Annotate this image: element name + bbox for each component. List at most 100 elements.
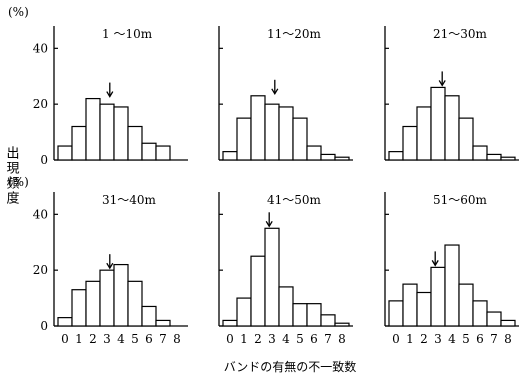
y-tick-label: 40 (33, 41, 48, 55)
mean-arrow-head (438, 80, 446, 87)
x-tick-label: 4 (117, 332, 125, 346)
x-tick-label: 0 (226, 332, 234, 346)
y-tick-label: 0 (40, 153, 48, 167)
bar (486, 311, 502, 327)
x-tick-label: 4 (448, 332, 456, 346)
bar (444, 95, 460, 161)
bar (486, 153, 502, 161)
x-tick-label: 1 (240, 332, 248, 346)
mean-arrow-head (271, 88, 279, 96)
bar (264, 103, 280, 161)
bar (141, 305, 157, 327)
y-unit-top: (%) (8, 5, 29, 19)
bar (416, 106, 432, 161)
bar (141, 142, 157, 161)
x-tick-label: 2 (420, 332, 428, 346)
bar (430, 86, 446, 161)
bar (334, 322, 350, 327)
mean-arrow-head (106, 91, 114, 98)
x-tick-label: 8 (504, 332, 512, 346)
panel-title: 41～50m (267, 193, 322, 207)
bar (236, 117, 252, 161)
mean-arrow-head (106, 262, 114, 270)
bar (472, 300, 488, 327)
bar (402, 283, 418, 327)
x-tick-label: 6 (476, 332, 484, 346)
x-tick-label: 0 (61, 332, 69, 346)
bar (402, 125, 418, 161)
panel-2: 11～20m (218, 26, 353, 161)
panel-title: 1 ～10m (102, 27, 153, 41)
bar (85, 280, 101, 327)
y-tick-label: 20 (33, 263, 48, 277)
x-tick-label: 7 (490, 332, 498, 346)
bar (155, 319, 171, 327)
bar (71, 125, 87, 161)
bar (85, 97, 101, 161)
x-axis-title: バンドの有無の不一致数 (224, 359, 357, 374)
bar (292, 303, 308, 327)
bar (113, 106, 129, 161)
x-tick-label: 7 (324, 332, 332, 346)
bar (444, 244, 460, 327)
x-tick-label: 5 (296, 332, 304, 346)
bar (334, 156, 350, 161)
bar (222, 319, 238, 327)
x-tick-label: 6 (145, 332, 153, 346)
x-tick-label: 5 (131, 332, 139, 346)
bar (500, 156, 516, 161)
panel-title: 11～20m (267, 27, 322, 41)
bar (458, 117, 474, 161)
bar (99, 269, 115, 327)
x-tick-label: 3 (268, 332, 276, 346)
panel-title: 21～30m (433, 27, 488, 41)
bar (250, 255, 266, 327)
panel-6: 51～60m 0 1 2 3 4 5 6 7 8 (384, 192, 519, 346)
x-tick-label: 4 (282, 332, 290, 346)
bar (113, 263, 129, 327)
bar (57, 317, 73, 327)
x-tick-label: 7 (159, 332, 167, 346)
y-tick-label: 0 (40, 319, 48, 333)
bar (416, 291, 432, 327)
bar (306, 303, 322, 327)
bar (71, 289, 87, 327)
bar (458, 283, 474, 327)
x-tick-label: 8 (338, 332, 346, 346)
mean-arrow-head (265, 220, 273, 228)
bar (222, 151, 238, 161)
x-tick-label: 2 (89, 332, 97, 346)
bar (264, 227, 280, 327)
panel-title: 31～40m (102, 193, 157, 207)
x-tick-label: 0 (392, 332, 400, 346)
bar (320, 153, 336, 161)
bar (320, 314, 336, 327)
y-tick-label: 20 (33, 97, 48, 111)
bar (430, 266, 446, 327)
bar (127, 280, 143, 327)
x-tick-label: 1 (75, 332, 83, 346)
x-tick-label: 8 (173, 332, 181, 346)
x-tick-label: 1 (406, 332, 414, 346)
bar (292, 117, 308, 161)
x-tick-label: 5 (462, 332, 470, 346)
bar (250, 95, 266, 161)
panel-1: 0 20 40 1 ～10m (33, 26, 188, 167)
y-axis-title: 出現頻度 (4, 146, 20, 206)
bar (127, 125, 143, 161)
x-tick-label: 6 (310, 332, 318, 346)
bar (57, 145, 73, 161)
bar (99, 103, 115, 161)
bar (472, 145, 488, 161)
x-tick-label: 3 (103, 332, 111, 346)
bar (388, 300, 404, 327)
panel-3: 21～30m (384, 26, 519, 161)
bar (155, 145, 171, 161)
y-tick-label: 40 (33, 207, 48, 221)
y-unit-bottom: (%) (8, 175, 29, 189)
bar (306, 145, 322, 161)
